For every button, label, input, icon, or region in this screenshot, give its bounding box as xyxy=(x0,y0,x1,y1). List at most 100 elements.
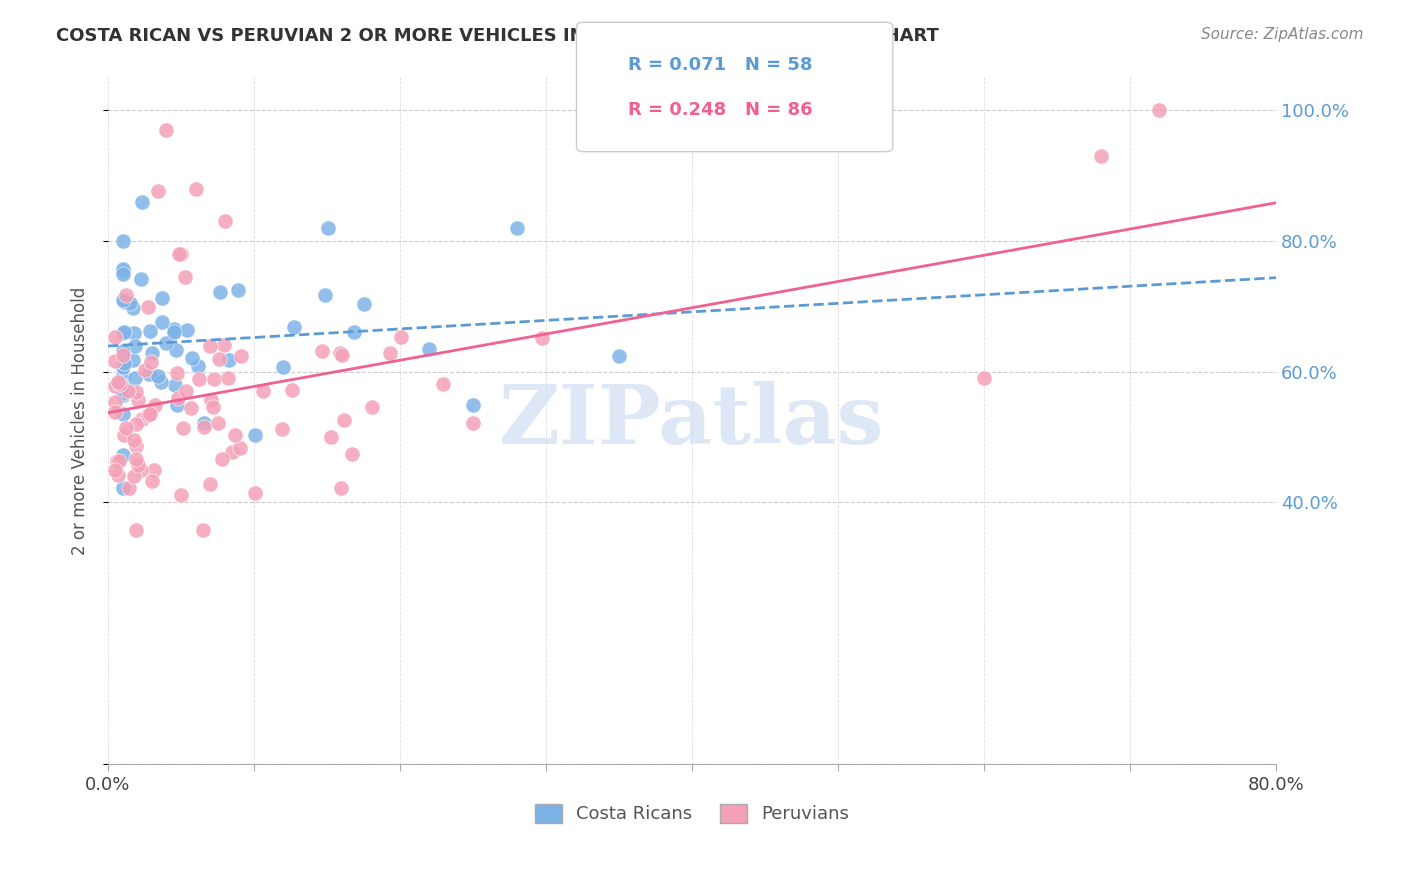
Point xyxy=(208,351,231,366)
Point xyxy=(149,376,172,390)
Point xyxy=(125,417,148,432)
Point xyxy=(150,291,173,305)
Point xyxy=(316,220,339,235)
Point xyxy=(283,319,305,334)
Point xyxy=(163,378,186,392)
Point xyxy=(146,368,169,383)
Point xyxy=(104,354,127,368)
Point xyxy=(136,300,159,314)
Point xyxy=(111,481,134,495)
Point xyxy=(201,401,224,415)
Point xyxy=(314,288,336,302)
Point xyxy=(104,395,127,409)
Point xyxy=(139,408,162,422)
Point xyxy=(217,370,239,384)
Point xyxy=(143,398,166,412)
Point xyxy=(200,392,222,407)
Point xyxy=(162,322,184,336)
Point xyxy=(107,467,129,482)
Point xyxy=(131,463,153,477)
Point xyxy=(221,444,243,458)
Point xyxy=(1090,149,1112,163)
Point xyxy=(200,339,222,353)
Point xyxy=(209,285,232,300)
Point xyxy=(138,368,160,382)
Point xyxy=(131,411,153,425)
Point xyxy=(111,234,134,248)
Point xyxy=(104,379,127,393)
Point xyxy=(184,181,207,195)
Point xyxy=(172,421,194,435)
Point xyxy=(174,270,197,285)
Point xyxy=(124,326,146,340)
Point xyxy=(105,454,128,468)
Point xyxy=(506,220,529,235)
Point xyxy=(329,346,352,360)
Point xyxy=(165,343,187,357)
Point xyxy=(117,384,139,398)
Point xyxy=(188,372,211,386)
Point xyxy=(146,184,169,198)
Point xyxy=(111,386,134,401)
Point xyxy=(330,348,353,362)
Text: R = 0.248   N = 86: R = 0.248 N = 86 xyxy=(628,101,813,119)
Point xyxy=(129,272,152,286)
Point xyxy=(150,315,173,329)
Point xyxy=(311,343,333,358)
Point xyxy=(155,336,177,351)
Point xyxy=(115,288,138,302)
Point xyxy=(187,359,209,374)
Point xyxy=(155,122,177,136)
Point xyxy=(271,360,294,375)
Point xyxy=(111,267,134,281)
Point xyxy=(270,422,292,436)
Point xyxy=(108,454,131,468)
Point xyxy=(112,428,135,442)
Point xyxy=(166,366,188,380)
Point xyxy=(118,295,141,310)
Point xyxy=(163,326,186,340)
Point xyxy=(111,368,134,383)
Point xyxy=(139,324,162,338)
Point xyxy=(104,405,127,419)
Point xyxy=(181,351,204,365)
Point xyxy=(134,363,156,377)
Text: COSTA RICAN VS PERUVIAN 2 OR MORE VEHICLES IN HOUSEHOLD CORRELATION CHART: COSTA RICAN VS PERUVIAN 2 OR MORE VEHICL… xyxy=(56,27,939,45)
Point xyxy=(104,330,127,344)
Point xyxy=(111,343,134,358)
Point xyxy=(107,375,129,389)
Point xyxy=(165,324,187,338)
Point xyxy=(118,481,141,495)
Point xyxy=(229,442,252,456)
Point xyxy=(122,468,145,483)
Point xyxy=(176,323,198,337)
Point xyxy=(122,353,145,368)
Point xyxy=(131,194,153,209)
Point xyxy=(136,408,159,422)
Point xyxy=(378,345,401,359)
Point xyxy=(214,214,236,228)
Point xyxy=(229,349,252,363)
Point xyxy=(111,326,134,340)
Point xyxy=(389,329,412,343)
Point xyxy=(111,293,134,308)
Point xyxy=(361,401,384,415)
Point xyxy=(218,353,240,368)
Point xyxy=(127,392,149,407)
Point xyxy=(332,413,354,427)
Point xyxy=(112,356,135,370)
Point xyxy=(211,451,233,466)
Point xyxy=(343,325,366,339)
Text: Source: ZipAtlas.com: Source: ZipAtlas.com xyxy=(1201,27,1364,42)
Point xyxy=(127,458,149,473)
Point xyxy=(141,346,163,360)
Point xyxy=(200,476,222,491)
Point xyxy=(973,371,995,385)
Point xyxy=(125,384,148,399)
Point xyxy=(166,399,188,413)
Point xyxy=(170,488,193,502)
Point xyxy=(167,391,190,405)
Point xyxy=(243,486,266,500)
Point xyxy=(110,376,132,391)
Point xyxy=(281,384,304,398)
